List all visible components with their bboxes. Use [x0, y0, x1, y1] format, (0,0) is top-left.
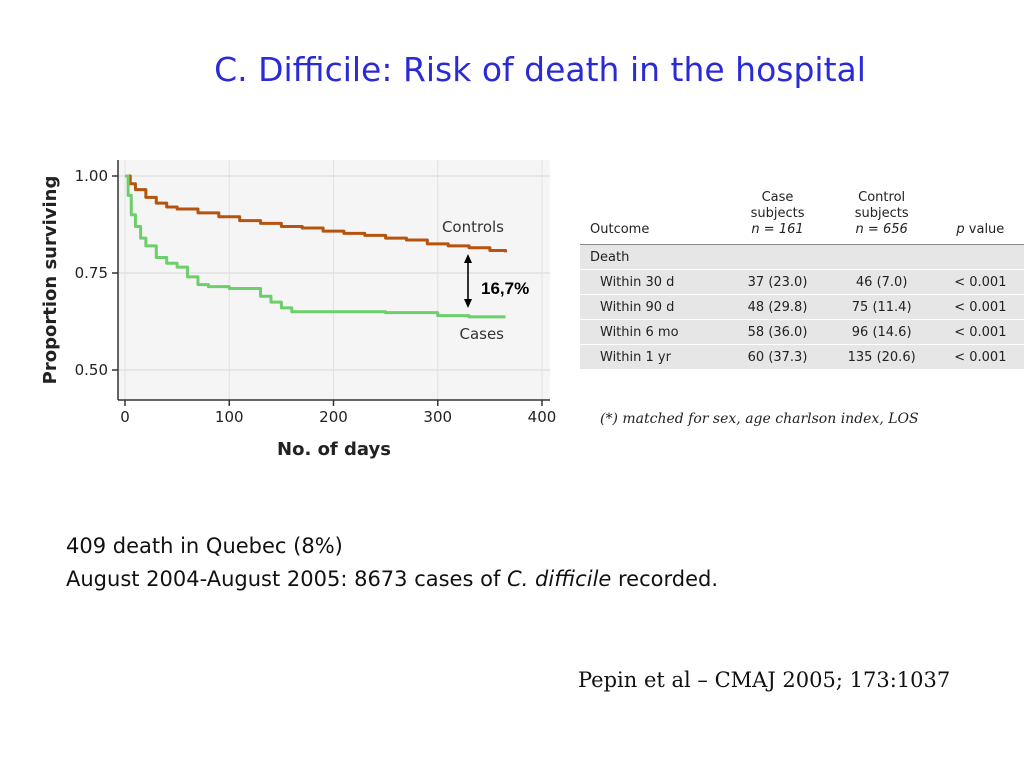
x-tick-label: 400: [528, 408, 557, 426]
x-tick-label: 200: [319, 408, 348, 426]
table-row: Within 30 d 37 (23.0) 46 (7.0) < 0.001: [580, 269, 1024, 295]
body-text: 409 death in Quebec (8%) August 2004-Aug…: [66, 530, 718, 596]
header-case-line1: Case: [761, 190, 794, 205]
row-case: 37 (23.0): [728, 269, 827, 295]
header-control-n: n = 656: [855, 222, 908, 237]
slide-title: C. Difficile: Risk of death in the hospi…: [214, 50, 866, 89]
y-tick-label: 0.75: [75, 264, 108, 282]
header-case: Case subjects n = 161: [728, 190, 827, 245]
table-row: Within 90 d 48 (29.8) 75 (11.4) < 0.001: [580, 294, 1024, 320]
series-line-controls: [125, 174, 508, 253]
gridlines: [118, 160, 550, 400]
header-control-line2: subjects: [854, 206, 909, 221]
row-label: Within 90 d: [580, 294, 729, 320]
row-control: 46 (7.0): [826, 269, 937, 295]
table-row: Within 6 mo 58 (36.0) 96 (14.6) < 0.001: [580, 319, 1024, 345]
x-tick-label: 0: [120, 408, 130, 426]
survival-chart: 1.00 0.75 0.50 0 100 200 300 400 Proportion sur…: [40, 160, 557, 460]
header-case-line2: subjects: [750, 206, 805, 221]
table-group-row: Death: [580, 244, 1024, 270]
table-footnote: (*) matched for sex, age charlson index,…: [600, 411, 919, 427]
row-case: 60 (37.3): [728, 344, 827, 370]
outcome-table: Outcome Case subjects n = 161 Control su…: [580, 190, 1024, 370]
row-label: Within 30 d: [580, 269, 729, 295]
x-tick-label: 300: [423, 408, 452, 426]
row-control: 135 (20.6): [826, 344, 937, 370]
group-label: Death: [580, 244, 1024, 270]
row-pvalue: < 0.001: [936, 344, 1024, 370]
table-row: Within 1 yr 60 (37.3) 135 (20.6) < 0.001: [580, 344, 1024, 370]
x-axis-title: No. of days: [277, 439, 391, 460]
header-pvalue: p value: [936, 190, 1024, 245]
series-lines: [125, 174, 508, 319]
body-line-2-suffix: recorded.: [611, 567, 719, 591]
header-pvalue-p: p: [956, 222, 965, 237]
row-pvalue: < 0.001: [936, 269, 1024, 295]
series-label-controls: Controls: [442, 218, 504, 236]
header-control-line1: Control: [858, 190, 906, 205]
header-outcome: Outcome: [580, 190, 729, 245]
body-line-1: 409 death in Quebec (8%): [66, 534, 343, 558]
series-line-cases: [125, 174, 506, 319]
row-pvalue: < 0.001: [936, 294, 1024, 320]
row-case: 48 (29.8): [728, 294, 827, 320]
y-tick-label: 1.00: [75, 167, 108, 185]
header-pvalue-rest: value: [964, 222, 1005, 237]
body-line-2-prefix: August 2004-August 2005: 8673 cases of: [66, 567, 508, 591]
x-tick-label: 100: [215, 408, 244, 426]
axis-ticks: 1.00 0.75 0.50 0 100 200 300 400: [75, 167, 557, 426]
series-label-cases: Cases: [459, 325, 504, 343]
row-case: 58 (36.0): [728, 319, 827, 345]
body-line-2: August 2004-August 2005: 8673 cases of C…: [66, 563, 718, 596]
header-case-n: n = 161: [751, 222, 804, 237]
y-axis-title: Proportion surviving: [40, 176, 61, 385]
citation: Pepin et al – CMAJ 2005; 173:1037: [578, 668, 951, 692]
body-line-2-italic: C. difficile: [507, 567, 612, 591]
difference-annotation: 16,7%: [481, 279, 529, 298]
row-label: Within 6 mo: [580, 319, 729, 345]
y-tick-label: 0.50: [75, 361, 108, 379]
row-pvalue: < 0.001: [936, 319, 1024, 345]
row-control: 96 (14.6): [826, 319, 937, 345]
header-control: Control subjects n = 656: [826, 190, 937, 245]
row-control: 75 (11.4): [826, 294, 937, 320]
row-label: Within 1 yr: [580, 344, 729, 370]
difference-arrow: [464, 254, 472, 308]
